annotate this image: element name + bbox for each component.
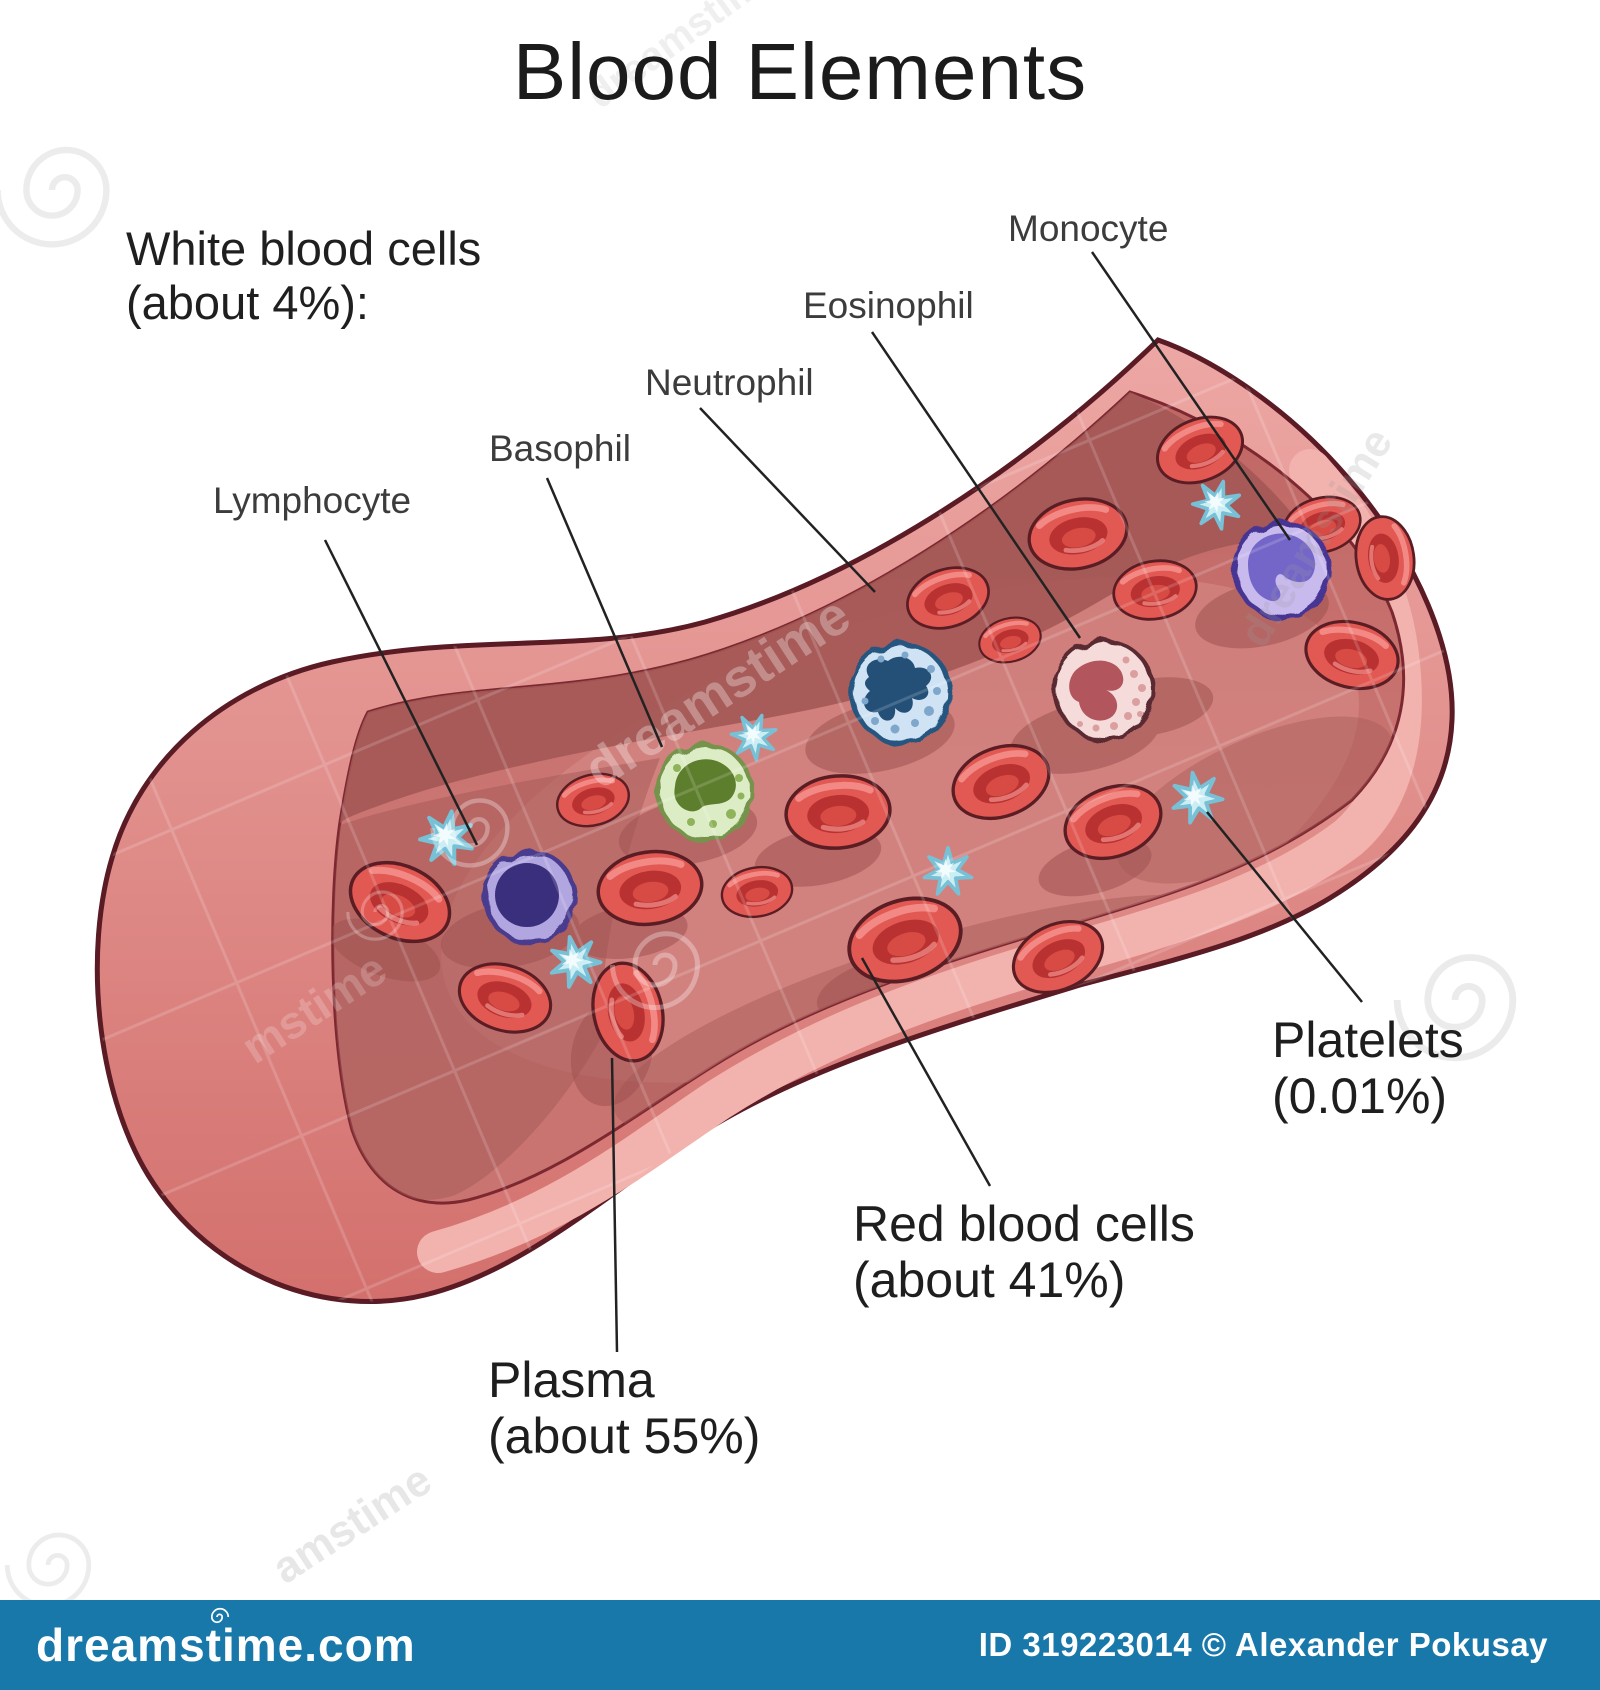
label-monocyte: Monocyte (1008, 208, 1169, 249)
label-white-blood-cells-line2: (about 4%): (126, 276, 369, 330)
label-red-blood-cells-line2: (about 41%) (853, 1252, 1126, 1308)
watermark-spiral (0, 150, 106, 244)
label-lymphocyte: Lymphocyte (213, 480, 412, 521)
page-title: Blood Elements (512, 27, 1088, 116)
leader-line-red-blood-cells (860, 957, 992, 1187)
watermark-grid (97, 340, 1453, 1302)
label-plasma: Plasma (about 55%) (488, 1352, 760, 1464)
label-eosinophil: Eosinophil (803, 285, 974, 326)
label-plasma-line1: Plasma (488, 1352, 655, 1408)
label-plasma-line2: (about 55%) (488, 1408, 761, 1464)
label-red-blood-cells: Red blood cells (about 41%) (853, 1196, 1195, 1308)
label-white-blood-cells: White blood cells (about 4%): (126, 222, 481, 330)
leader-line-monocyte (1090, 251, 1292, 541)
image-credit: ID 319223014 © Alexander Pokusay (978, 1626, 1548, 1663)
leader-line-eosinophil (870, 331, 1082, 639)
leader-line-plasma (610, 1057, 619, 1353)
leader-lines (323, 251, 1363, 1353)
dreamstime-logo-text: dreamstime.com (36, 1619, 416, 1671)
dreamstime-spiral-icon (210, 1607, 230, 1623)
leader-line-lymphocyte (323, 539, 479, 846)
watermark-spiral (7, 1535, 89, 1600)
footer-bar: dreamstime.com ID 319223014 © Alexander … (0, 1600, 1600, 1690)
label-platelets-line1: Platelets (1272, 1012, 1464, 1068)
label-red-blood-cells-line1: Red blood cells (853, 1196, 1195, 1252)
label-white-blood-cells-line1: White blood cells (126, 222, 482, 275)
leader-line-platelets (1206, 811, 1363, 1003)
leader-line-neutrophil (699, 407, 876, 593)
label-platelets-line2: (0.01%) (1272, 1068, 1448, 1124)
label-platelets: Platelets (0.01%) (1272, 1012, 1464, 1124)
blood-vessel-illustration: dreamstime mstime dreamstime amstime dre… (0, 0, 1600, 1600)
watermark-text: amstime (264, 1455, 440, 1593)
leader-line-basophil (545, 477, 664, 748)
label-neutrophil: Neutrophil (645, 362, 814, 403)
label-basophil: Basophil (489, 428, 631, 469)
dreamstime-logo: dreamstime.com (36, 1607, 416, 1672)
